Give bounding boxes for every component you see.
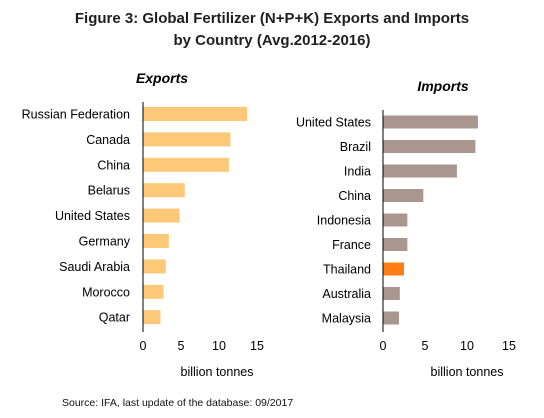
exports-category-label-russian-federation: Russian Federation: [22, 108, 130, 122]
imports-category-label-france: France: [332, 238, 371, 252]
imports-x-tick-label-0: 0: [380, 339, 387, 353]
imports-x-tick-label-10: 10: [460, 339, 474, 353]
exports-x-tick-label-0: 0: [140, 339, 147, 353]
exports-category-label-germany: Germany: [79, 235, 131, 249]
exports-x-tick-label-10: 10: [212, 339, 226, 353]
exports-chart: Exports Russian Federation Canada China Bela…: [22, 70, 264, 379]
exports-bar-russian-federation: [143, 107, 248, 121]
imports-category-label-thailand: Thailand: [323, 263, 371, 277]
imports-category-label-china: China: [338, 189, 371, 203]
imports-bar-brazil: [383, 140, 476, 153]
exports-bar-saudi-arabia: [143, 259, 166, 274]
exports-category-label-belarus: Belarus: [88, 184, 130, 198]
exports-category-label-united-states: United States: [55, 209, 130, 223]
exports-category-label-china: China: [97, 158, 130, 172]
imports-bar-australia: [383, 287, 400, 300]
exports-bar-morocco: [143, 284, 164, 299]
exports-x-tick-label-15: 15: [250, 339, 264, 353]
imports-bar-france: [383, 238, 408, 251]
imports-bar-malaysia: [383, 311, 399, 325]
imports-bar-thailand: [383, 262, 404, 276]
imports-category-label-malaysia: Malaysia: [322, 312, 371, 326]
exports-bar-canada: [143, 132, 231, 147]
source-note: Source: IFA, last update of the database…: [62, 397, 294, 409]
exports-category-label-canada: Canada: [86, 133, 130, 147]
exports-bar-china: [143, 157, 229, 172]
imports-x-tick-label-5: 5: [422, 339, 429, 353]
exports-x-axis-label: billion tonnes: [181, 365, 254, 379]
imports-category-label-india: India: [344, 165, 371, 179]
exports-bar-germany: [143, 234, 169, 248]
exports-category-label-saudi-arabia: Saudi Arabia: [59, 260, 130, 274]
exports-category-label-morocco: Morocco: [82, 285, 130, 299]
imports-chart-title: Imports: [417, 78, 469, 94]
imports-bar-united-states: [383, 115, 478, 129]
exports-chart-title: Exports: [136, 70, 188, 86]
imports-category-label-united-states: United States: [296, 116, 371, 130]
exports-bar-qatar: [143, 310, 161, 325]
imports-x-tick-label-15: 15: [502, 339, 516, 353]
imports-category-label-australia: Australia: [322, 287, 371, 301]
exports-bar-belarus: [143, 183, 185, 198]
imports-x-axis-label: billion tonnes: [431, 365, 504, 379]
imports-chart: Imports United States Brazil India China Indo…: [296, 78, 516, 379]
figure-title-line-2: by Country (Avg.2012-2016): [173, 32, 371, 49]
imports-category-label-brazil: Brazil: [340, 140, 371, 154]
exports-x-tick-label-5: 5: [178, 339, 185, 353]
figure-title-line-1: Figure 3: Global Fertilizer (N+P+K) Expo…: [74, 10, 470, 27]
imports-bar-indonesia: [383, 213, 408, 227]
exports-category-label-qatar: Qatar: [99, 311, 130, 325]
exports-bar-united-states: [143, 208, 180, 223]
imports-category-label-indonesia: Indonesia: [317, 214, 371, 228]
imports-bar-india: [383, 164, 457, 178]
imports-bar-china: [383, 189, 424, 202]
